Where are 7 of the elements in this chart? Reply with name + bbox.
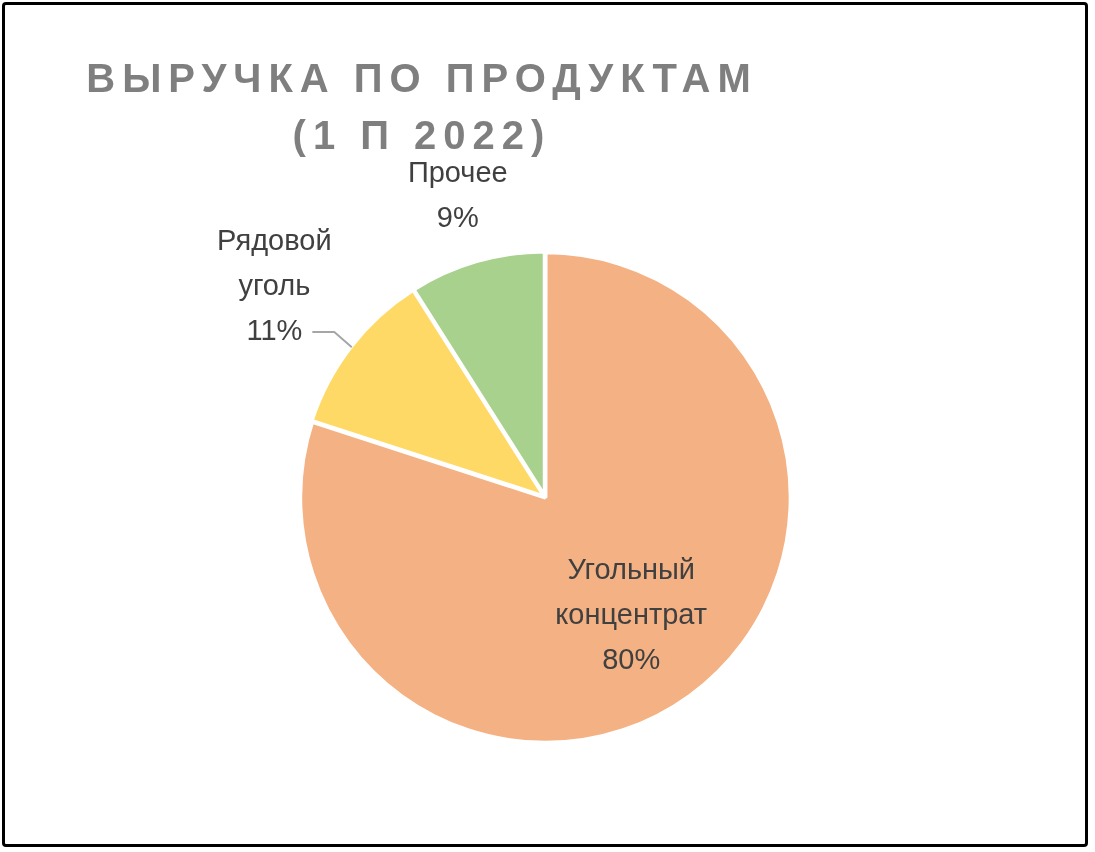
- slice-label: Рядовой уголь: [217, 224, 332, 302]
- data-label: 9%: [436, 201, 479, 234]
- slice-label: Прочее: [407, 156, 508, 189]
- slice-label: Угольный концентрат: [555, 552, 708, 630]
- chart-title: ВЫРУЧКА ПО ПРОДУКТАМ (1 П 2022): [85, 55, 759, 159]
- data-label: 11%: [246, 314, 303, 347]
- data-label: 80%: [602, 642, 661, 675]
